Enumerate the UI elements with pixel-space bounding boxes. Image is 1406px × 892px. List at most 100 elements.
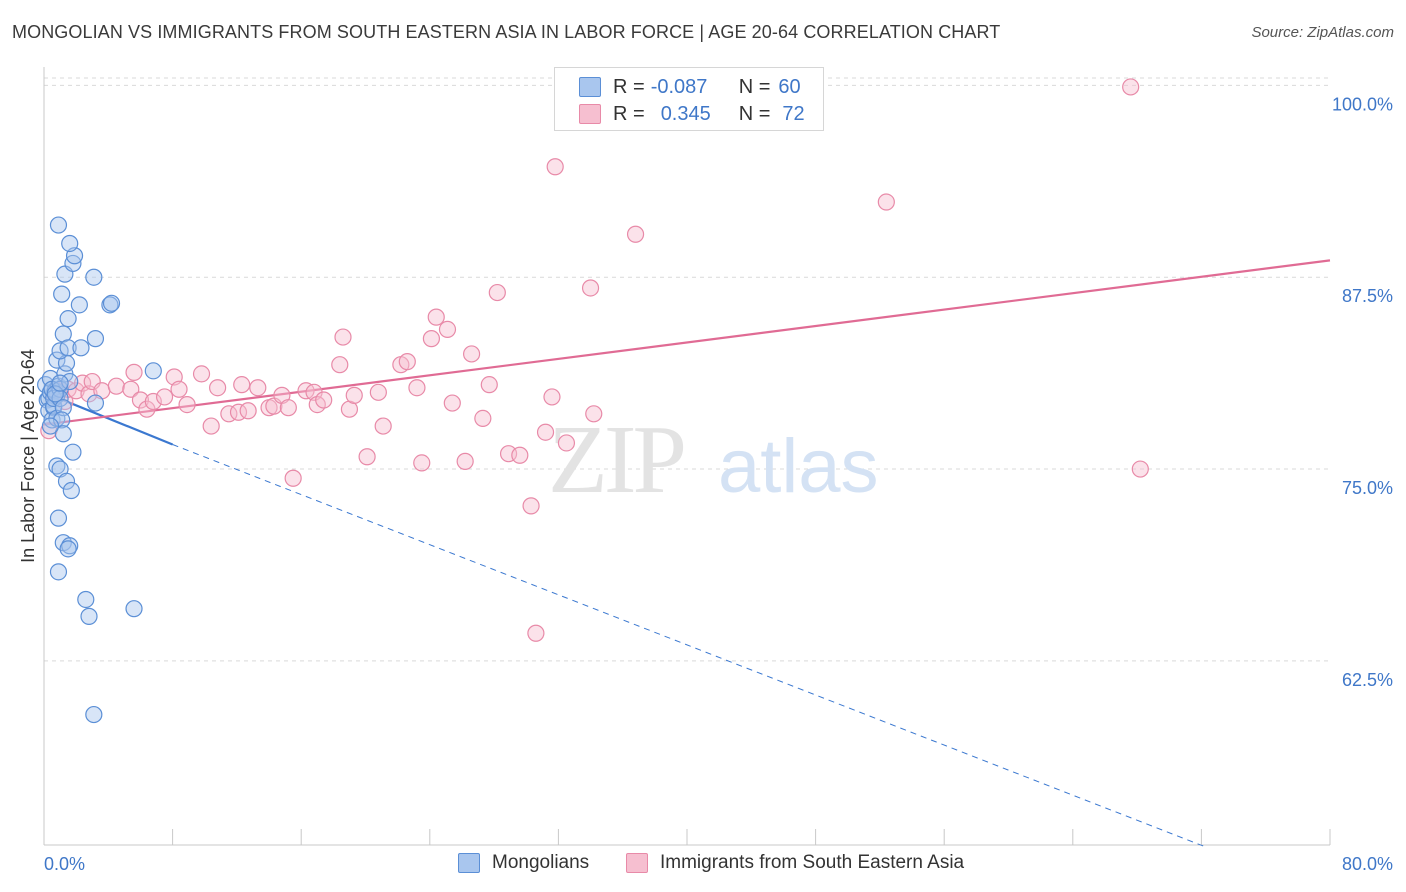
legend-row-immigrants: R = 0.345 N = 72 [579,101,805,127]
immigrant-point [178,395,196,414]
mongolian-point [53,285,71,303]
n-label: N = [738,75,771,98]
mongolian-point [80,607,98,625]
immigrant-point [585,405,603,423]
source-label: Source: ZipAtlas.com [1251,24,1394,41]
immigrant-point [511,446,529,464]
mongolian-point [49,563,68,581]
n-label: N = [738,102,771,125]
immigrant-point [125,363,143,381]
immigrant-point [209,379,227,397]
r-value: 0.345 [660,102,711,125]
immigrant-point [422,330,441,348]
immigrant-point [369,383,387,401]
legend-swatch-pink [579,104,601,124]
immigrant-point [581,279,600,297]
mongolian-point [64,443,82,461]
immigrant-point [626,225,645,243]
legend-swatch-pink [626,853,648,873]
immigrant-point [374,417,392,435]
mongolian-point [54,425,72,443]
r-value: -0.087 [650,75,708,98]
immigrant-point [413,454,431,472]
mongolian-point [54,399,72,417]
y-tick-label: 87.5% [1342,286,1393,306]
immigrant-point [557,434,576,452]
mongolian-point [144,362,162,380]
immigrant-point [131,391,150,409]
y-tick-label: 75.0% [1342,478,1393,498]
immigrant-point [155,388,174,406]
y-axis-label: In Labor Force | Age 20-64 [18,349,38,563]
immigrant-point [522,497,540,515]
mongolian-trend-line [43,391,174,446]
immigrant-point [488,283,506,302]
mongolian-point [86,330,105,348]
mongolian-point [125,600,143,618]
mongolian-point [57,472,76,490]
mongolian-point [59,339,77,357]
immigrant-point [279,399,297,417]
n-value: 72 [782,102,805,125]
immigrant-point [284,469,302,487]
mongolian-point [49,216,68,234]
immigrant-point [427,308,445,326]
immigrant-point [408,379,426,397]
immigrant-point [315,391,333,409]
legend-item-mongolians: Mongolians [458,852,589,874]
mongolian-point [70,296,88,314]
legend-swatch-blue [579,77,601,97]
watermark-zip: ZIP [548,406,683,514]
mongolian-point [86,394,105,412]
immigrant-point [202,417,220,435]
immigrant-point [456,452,474,470]
immigrant-point [474,409,492,428]
r-label: R = [613,75,645,98]
mongolian-point [59,540,77,558]
mongolian-point [85,268,103,286]
mongolian-point [59,310,77,328]
immigrant-point [438,320,457,339]
immigrant-trend-line [43,259,1331,426]
immigrant-point [1122,78,1140,96]
legend-item-immigrants: Immigrants from South Eastern Asia [626,852,964,874]
series-legend: Mongolians Immigrants from South Eastern… [0,852,1406,878]
n-value: 60 [778,75,801,98]
mongolian-point [72,339,90,357]
immigrant-point [546,158,564,176]
immigrant-point [122,380,140,398]
mongolian-point [48,457,66,475]
immigrant-point [543,388,561,406]
legend-label-mongolians: Mongolians [492,852,590,873]
immigrant-point [170,380,188,398]
chart-title: MONGOLIAN VS IMMIGRANTS FROM SOUTH EASTE… [12,22,1001,42]
immigrant-point [877,193,895,211]
immigrant-point [443,394,461,412]
immigrant-point [398,353,416,371]
mongolian-point [51,374,69,392]
y-tick-label: 100.0% [1332,94,1393,114]
immigrant-point [345,386,363,404]
mongolian-point [48,351,66,369]
mongolian-point [41,417,60,435]
immigrant-point [239,402,257,420]
mongolian-point [62,481,80,500]
mongolian-point [46,385,64,403]
legend-swatch-blue [458,853,480,873]
mongolian-point [85,705,103,724]
legend-row-mongolians: R = -0.087 N = 60 [579,74,801,100]
immigrant-point [480,376,498,394]
legend-label-immigrants: Immigrants from South Eastern Asia [660,852,965,873]
watermark-atlas: atlas [718,424,879,509]
immigrant-point [144,392,162,411]
r-label: R = [613,102,645,125]
mongolian-point [51,389,69,408]
immigrant-point [527,624,545,642]
immigrant-point [192,365,211,383]
immigrant-point [1131,460,1149,478]
immigrant-point [107,377,125,395]
immigrant-point [334,328,352,346]
mongolian-trend-extension [172,444,1205,848]
immigrant-point [358,448,376,466]
